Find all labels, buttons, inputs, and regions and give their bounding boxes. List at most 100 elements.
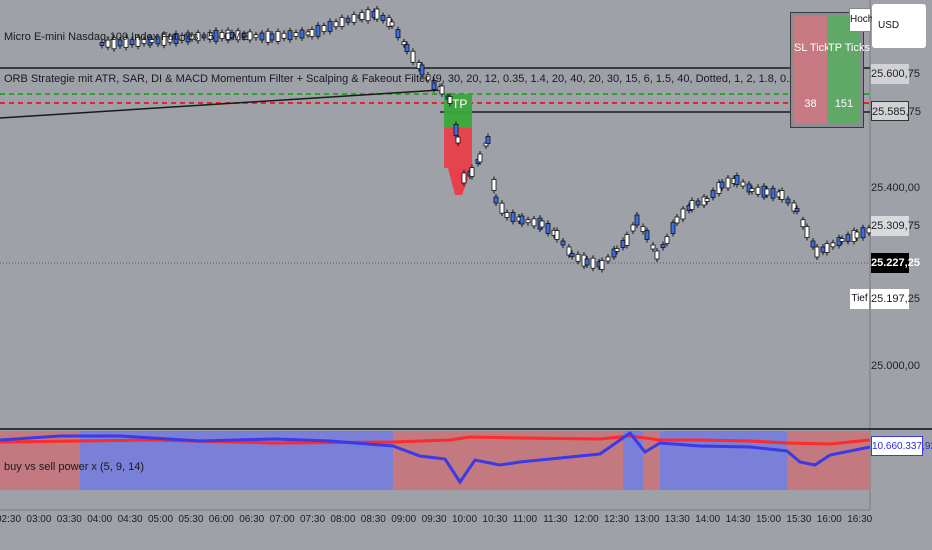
candle-body bbox=[241, 33, 247, 38]
candle-body bbox=[554, 230, 560, 240]
price-label-orb-high: 25.600,75 bbox=[871, 64, 920, 84]
candle-body bbox=[810, 240, 816, 248]
candle-body bbox=[630, 224, 636, 232]
candle-body bbox=[321, 25, 327, 33]
candle-body bbox=[315, 24, 321, 37]
time-label: 12:30 bbox=[604, 514, 630, 525]
candle-body bbox=[644, 230, 650, 240]
time-label: 08:00 bbox=[330, 514, 356, 525]
candle-body bbox=[830, 242, 836, 248]
time-label: 13:30 bbox=[664, 514, 690, 525]
candle-body bbox=[99, 42, 105, 46]
candle-body bbox=[719, 181, 725, 189]
candle-body bbox=[299, 29, 305, 39]
indicator-label: buy vs sell power x (5, 9, 14) bbox=[4, 461, 144, 473]
time-label: 07:30 bbox=[300, 514, 326, 525]
time-label: 13:00 bbox=[634, 514, 660, 525]
time-label: 03:30 bbox=[56, 514, 82, 525]
tp-header: TP Ticks bbox=[828, 42, 870, 54]
candle-body bbox=[800, 219, 806, 228]
low-label-button[interactable]: Tief bbox=[850, 289, 869, 309]
candle-body bbox=[167, 35, 173, 43]
time-label: 04:00 bbox=[87, 514, 113, 525]
candle-body bbox=[654, 250, 660, 260]
candle-body bbox=[560, 240, 566, 246]
candle-body bbox=[689, 200, 695, 210]
candle-body bbox=[359, 12, 365, 20]
candle-body bbox=[791, 202, 797, 212]
candle-body bbox=[275, 30, 281, 42]
time-label: 16:00 bbox=[816, 514, 842, 525]
price-label-25000: 25.000,00 bbox=[871, 360, 920, 372]
candle-body bbox=[664, 236, 670, 244]
candle-body bbox=[293, 32, 299, 37]
candle-body bbox=[611, 248, 617, 258]
candle-body bbox=[365, 9, 371, 22]
candle-body bbox=[259, 32, 265, 41]
time-label: 04:30 bbox=[117, 514, 143, 525]
candle-body bbox=[566, 246, 572, 256]
candle-body bbox=[820, 246, 826, 253]
candle-body bbox=[670, 222, 676, 234]
candle-body bbox=[746, 183, 752, 193]
candle-body bbox=[410, 50, 416, 63]
candle-body bbox=[491, 179, 497, 191]
currency-button[interactable]: USD bbox=[872, 4, 926, 48]
candle-body bbox=[235, 30, 241, 41]
candle-body bbox=[824, 243, 830, 253]
time-label: 09:00 bbox=[391, 514, 417, 525]
symbol-title: Micro E-mini Nasdaq-100 Index Futures · … bbox=[4, 31, 249, 43]
high-label-button[interactable]: Hoch bbox=[849, 8, 873, 32]
candle-body bbox=[519, 215, 525, 225]
candle-body bbox=[213, 29, 219, 42]
candle-body bbox=[734, 175, 740, 185]
time-label: 15:00 bbox=[756, 514, 782, 525]
candle-body bbox=[380, 15, 386, 21]
candle-body bbox=[640, 226, 646, 232]
candle-body bbox=[770, 187, 776, 199]
strategy-label: ORB Strategie mit ATR, SAR, DI & MACD Mo… bbox=[4, 73, 851, 85]
candle-body bbox=[531, 218, 537, 227]
candle-body bbox=[845, 234, 851, 242]
buy-power-line bbox=[0, 430, 871, 485]
time-label: 06:00 bbox=[208, 514, 234, 525]
candle-body bbox=[455, 136, 461, 144]
candle-body bbox=[439, 85, 445, 95]
candle-body bbox=[680, 208, 686, 220]
candle-body bbox=[447, 96, 453, 104]
sl-header: SL Ticks bbox=[794, 42, 836, 54]
time-label: 07:00 bbox=[269, 514, 295, 525]
time-label: 06:30 bbox=[239, 514, 265, 525]
candle-body bbox=[105, 39, 111, 48]
candle-body bbox=[374, 8, 380, 20]
tp-marker-label: TP bbox=[452, 97, 467, 111]
candle-body bbox=[545, 222, 551, 234]
candle-body bbox=[155, 36, 161, 45]
trend-line bbox=[0, 89, 441, 119]
sl-column: SL Ticks 38 bbox=[794, 16, 836, 124]
candle-body bbox=[704, 198, 710, 202]
candle-body bbox=[389, 21, 395, 27]
candle-body bbox=[149, 39, 155, 43]
candle-body bbox=[419, 64, 425, 76]
price-label-low-session: 25.197,25 bbox=[871, 289, 920, 309]
time-label: 03:00 bbox=[26, 514, 52, 525]
candle-body bbox=[510, 212, 516, 222]
candle-body bbox=[575, 253, 581, 262]
candle-body bbox=[117, 39, 123, 47]
time-label: 10:30 bbox=[482, 514, 508, 525]
candle-body bbox=[287, 30, 293, 41]
candle-body bbox=[634, 214, 640, 226]
candle-body bbox=[327, 20, 333, 32]
candle-body bbox=[674, 216, 680, 224]
candle-body bbox=[485, 136, 491, 144]
candle-body bbox=[141, 39, 147, 44]
time-label: 02:30 bbox=[0, 514, 22, 525]
candle-body bbox=[504, 212, 510, 218]
candle-body bbox=[161, 33, 167, 46]
candle-body bbox=[860, 227, 866, 239]
candle-body bbox=[477, 153, 483, 163]
candle-body bbox=[201, 34, 207, 39]
candle-body bbox=[219, 32, 225, 39]
